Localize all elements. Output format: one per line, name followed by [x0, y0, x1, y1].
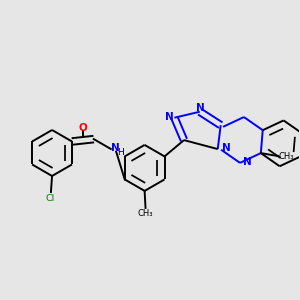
Text: N: N [165, 112, 174, 122]
Text: O: O [79, 123, 87, 133]
Text: N: N [111, 143, 120, 153]
Text: CH₃: CH₃ [138, 209, 153, 218]
Text: Cl: Cl [46, 194, 55, 203]
Text: N: N [196, 103, 205, 113]
Text: N: N [243, 157, 252, 167]
Text: N: N [222, 143, 231, 154]
Text: H: H [117, 148, 124, 157]
Text: CH₃: CH₃ [279, 152, 294, 160]
